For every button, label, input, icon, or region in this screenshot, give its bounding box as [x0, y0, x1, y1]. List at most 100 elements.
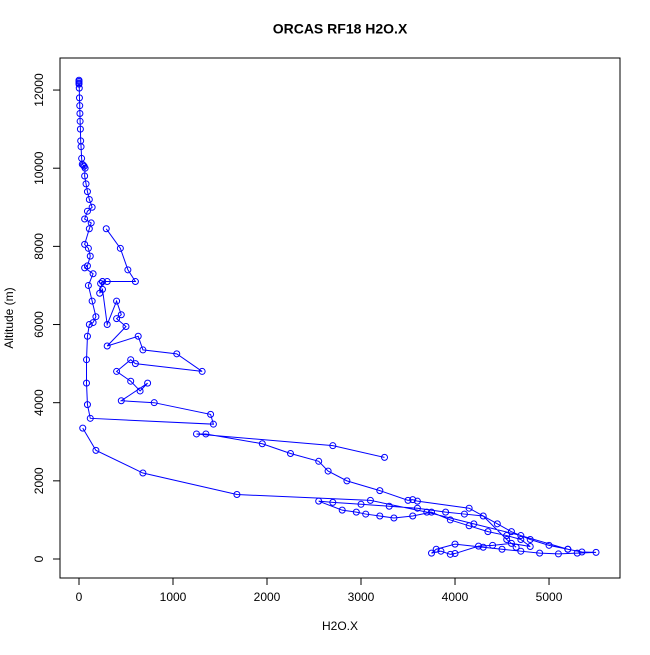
y-tick-label: 8000 [32, 233, 46, 260]
data-point [92, 313, 100, 321]
data-point [75, 84, 83, 92]
data-point [451, 550, 459, 558]
data-point [83, 332, 91, 340]
data-point [113, 297, 121, 305]
data-point [404, 496, 412, 504]
data-point [470, 520, 478, 528]
data-point [88, 203, 96, 211]
data-line [78, 80, 597, 555]
y-tick-label: 6000 [32, 311, 46, 338]
data-point [134, 332, 142, 340]
data-point [192, 430, 200, 438]
data-point [81, 240, 89, 248]
data-point [573, 549, 581, 557]
data-point [423, 508, 431, 516]
data-point [202, 430, 210, 438]
data-point [554, 550, 562, 558]
data-point [75, 94, 83, 102]
data-point [98, 278, 106, 286]
data-point [498, 545, 506, 553]
data-point [315, 497, 323, 505]
y-tick-label: 12000 [32, 73, 46, 107]
data-point [173, 350, 181, 358]
data-point [315, 457, 323, 465]
data-point [526, 535, 534, 543]
data-point [116, 244, 124, 252]
data-point [76, 117, 84, 125]
data-point [117, 311, 125, 319]
data-point [233, 491, 241, 499]
data-point [465, 504, 473, 512]
data-point [122, 322, 130, 330]
data-point [209, 420, 217, 428]
data-point [144, 379, 152, 387]
data-point [81, 215, 89, 223]
data-point [357, 500, 365, 508]
data-point [413, 504, 421, 512]
data-point [376, 512, 384, 520]
data-point [113, 367, 121, 375]
data-point [489, 541, 497, 549]
data-point [150, 399, 158, 407]
data-point [88, 297, 96, 305]
y-tick-label: 10000 [32, 151, 46, 185]
data-point [86, 414, 94, 422]
data-point [390, 514, 398, 522]
data-point [517, 547, 525, 555]
data-point [85, 225, 93, 233]
data-point [366, 496, 374, 504]
data-point [139, 469, 147, 477]
data-point [465, 522, 473, 530]
data-point [85, 195, 93, 203]
data-point [451, 540, 459, 548]
data-point [442, 508, 450, 516]
data-point [103, 321, 111, 329]
data-point [413, 497, 421, 505]
data-point [83, 188, 91, 196]
data-point [517, 532, 525, 540]
x-axis-label: H2O.X [322, 619, 358, 633]
data-point [564, 545, 572, 553]
data-point [287, 449, 295, 457]
data-point [381, 453, 389, 461]
data-point [479, 512, 487, 520]
data-point [117, 397, 125, 405]
x-tick-label: 3000 [348, 590, 375, 604]
data-point [526, 543, 534, 551]
data-point [85, 321, 93, 329]
data-point [103, 278, 111, 286]
data-point [493, 520, 501, 528]
y-axis-label: Altitude (m) [2, 287, 16, 348]
data-point [76, 125, 84, 133]
data-point [124, 266, 132, 274]
data-point [329, 498, 337, 506]
data-point [76, 109, 84, 117]
data-point [545, 541, 553, 549]
data-point [352, 508, 360, 516]
data-point [83, 401, 91, 409]
data-point [83, 356, 91, 364]
data-point [475, 542, 483, 550]
data-point [136, 387, 144, 395]
data-point [103, 342, 111, 350]
data-point [127, 377, 135, 385]
data-point [578, 548, 586, 556]
data-point [479, 543, 487, 551]
data-point [503, 535, 511, 543]
data-point [198, 367, 206, 375]
data-point [207, 410, 215, 418]
data-point [484, 528, 492, 536]
data-point [376, 487, 384, 495]
data-point [324, 467, 332, 475]
data-point [343, 477, 351, 485]
data-point [77, 143, 85, 151]
data-point [329, 442, 337, 450]
data-point [139, 346, 147, 354]
data-point [536, 549, 544, 557]
x-tick-label: 2000 [254, 590, 281, 604]
data-point [102, 225, 110, 233]
plot-frame [59, 57, 621, 579]
data-point [507, 528, 515, 536]
x-tick-label: 4000 [442, 590, 469, 604]
chart-title: ORCAS RF18 H2O.X [273, 21, 408, 37]
